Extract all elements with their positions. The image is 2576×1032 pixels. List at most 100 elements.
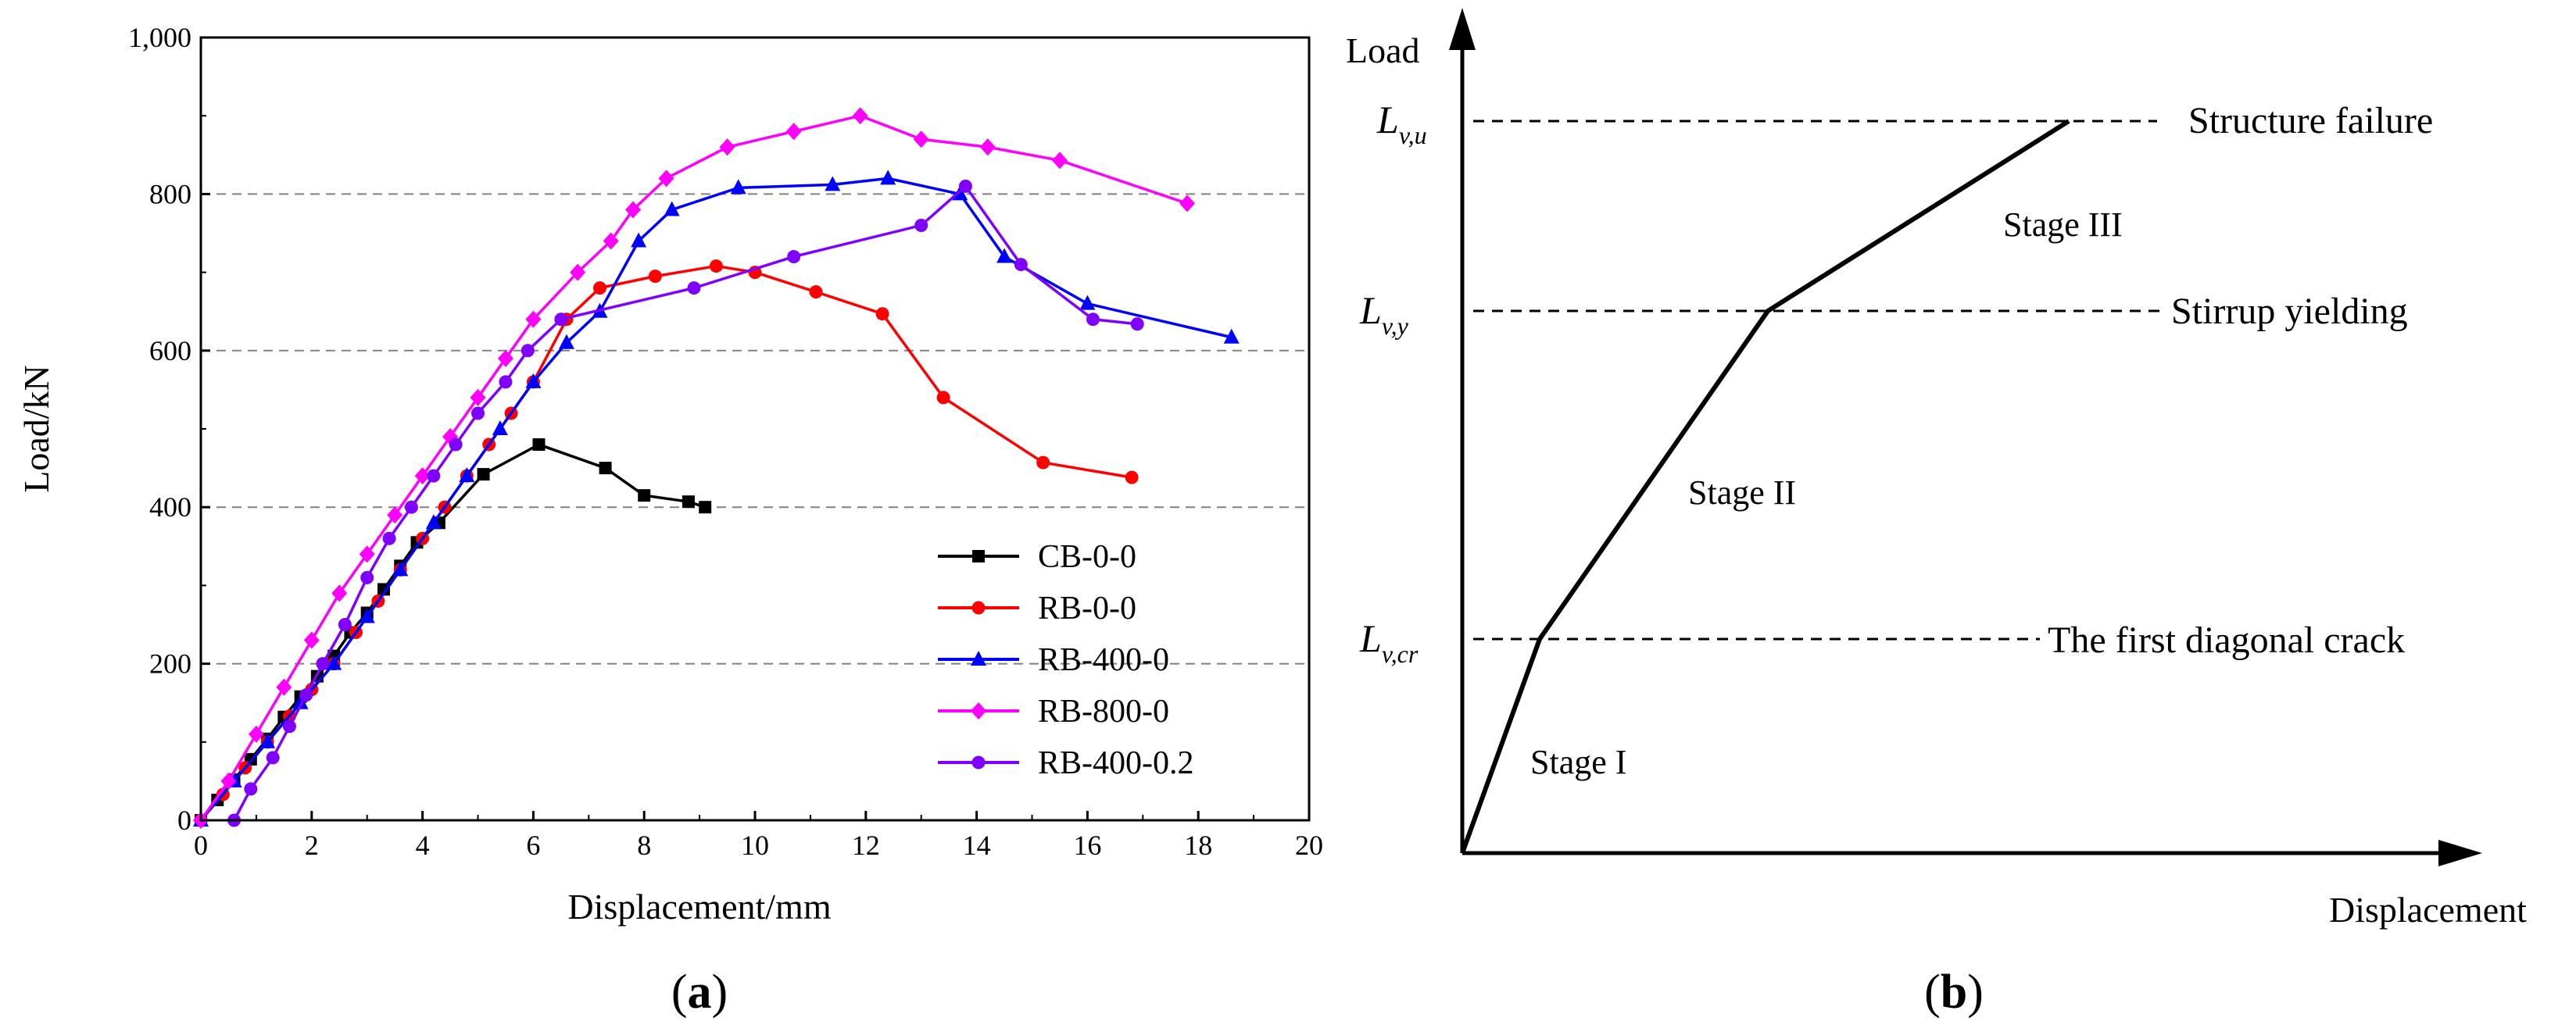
legend-item: RB-0-0 (938, 591, 1136, 627)
data-point (1036, 455, 1050, 470)
data-point (971, 755, 986, 770)
trilinear-curve (1460, 119, 2070, 855)
y-tick-label: 1,000 (128, 22, 191, 53)
data-point (303, 631, 320, 649)
data-point (492, 420, 508, 435)
level-symbol-vcr: Lv,cr (1359, 616, 1419, 668)
data-point (1125, 470, 1139, 484)
x-axis-title: Displacement/mm (567, 887, 831, 927)
x-tick-label: 4 (416, 830, 430, 861)
data-point (299, 688, 313, 702)
data-point (392, 561, 409, 577)
legend: CB-0-0 RB-0-0 RB-400-0 RB-800-0 RB-400-0.2 (938, 539, 1194, 781)
data-point (220, 772, 237, 790)
legend-item: CB-0-0 (938, 539, 1136, 575)
data-point (525, 310, 542, 328)
data-point (532, 438, 546, 452)
y-tick-label: 800 (149, 178, 191, 209)
legend-label: RB-400-0.2 (1038, 745, 1194, 781)
legend-item: RB-800-0 (938, 694, 1169, 730)
data-point (276, 678, 292, 696)
data-point (592, 281, 606, 295)
panel-label-b: (b) (1924, 966, 1984, 1019)
data-point (326, 655, 342, 670)
data-point (338, 618, 352, 631)
data-point (625, 201, 642, 219)
data-point (599, 462, 612, 475)
data-point (404, 500, 418, 514)
y-axis-title: Load (1346, 30, 1420, 70)
gridlines (201, 193, 1309, 665)
stage-label-1: Stage I (1530, 743, 1626, 781)
data-point (852, 107, 868, 125)
data-point (248, 725, 264, 743)
data-point (972, 550, 985, 562)
y-axis-title: Load/kN (16, 365, 56, 493)
data-point (282, 720, 296, 734)
x-axis-title: Displacement (2329, 890, 2527, 930)
data-point (1051, 152, 1068, 170)
data-point (360, 570, 374, 584)
data-point (470, 388, 486, 406)
level-symbol-vu: Lv,u (1376, 98, 1427, 149)
data-point (387, 506, 403, 524)
data-point (682, 495, 695, 509)
x-tick-label: 20 (1295, 830, 1323, 861)
data-point (979, 138, 996, 156)
event-label-first-diagonal-crack: The first diagonal crack (2048, 620, 2405, 661)
series-line (199, 177, 1233, 822)
data-point (958, 179, 972, 193)
data-point (382, 531, 396, 545)
data-point (825, 176, 841, 191)
data-series (193, 107, 1240, 829)
data-point (244, 782, 258, 796)
data-point (525, 373, 542, 388)
x-tick-label: 12 (852, 830, 880, 861)
data-point (259, 733, 276, 748)
series-RB-800-0 (193, 107, 1196, 829)
data-point (292, 694, 309, 709)
data-point (709, 259, 723, 273)
data-point (664, 201, 680, 216)
y-tick-label: 200 (149, 648, 191, 680)
data-point (459, 467, 475, 483)
data-point (499, 375, 513, 389)
series-RB-400-0.2 (227, 179, 1144, 827)
event-label-stirrup-yielding: Stirrup yielding (2171, 291, 2408, 332)
panel-b-schematic: Load Displacement Lv,u Lv,y Lv,cr Struct… (1346, 8, 2527, 1019)
x-tick-label: 8 (637, 830, 651, 861)
legend-label: RB-0-0 (1038, 591, 1136, 627)
panel-label-a: (a) (671, 966, 728, 1019)
data-point (1086, 312, 1100, 327)
y-axis-arrowhead (1449, 8, 1476, 50)
data-point (996, 248, 1013, 263)
x-tick-label: 16 (1073, 830, 1101, 861)
x-tick-label: 10 (741, 830, 769, 861)
event-label-structure-failure: Structure failure (2188, 100, 2433, 141)
data-point (730, 179, 746, 195)
x-tick-label: 6 (526, 830, 540, 861)
x-tick-label: 2 (305, 830, 319, 861)
y-tick-label: 400 (149, 491, 191, 523)
data-point (521, 344, 535, 358)
data-point (875, 307, 889, 321)
data-point (971, 651, 986, 666)
data-point (497, 349, 513, 367)
data-point (425, 514, 442, 530)
x-tick-label: 0 (194, 830, 208, 861)
panel-a-load-displacement-chart: 0 200 400 600 800 1,000 0 2 4 6 8 10 12 14 16 18 20 Load… (16, 22, 1323, 1019)
data-point (971, 702, 986, 720)
data-point (1223, 328, 1240, 344)
data-point (554, 312, 568, 327)
legend-item: RB-400-0 (938, 642, 1169, 678)
data-point (603, 232, 619, 250)
data-point (913, 130, 929, 148)
data-point (809, 285, 823, 299)
data-point (787, 250, 801, 264)
data-point (914, 218, 928, 232)
stage-label-3: Stage III (2003, 205, 2123, 244)
level-symbol-vy: Lv,y (1359, 288, 1409, 340)
data-point (558, 334, 574, 349)
data-point (477, 468, 490, 481)
